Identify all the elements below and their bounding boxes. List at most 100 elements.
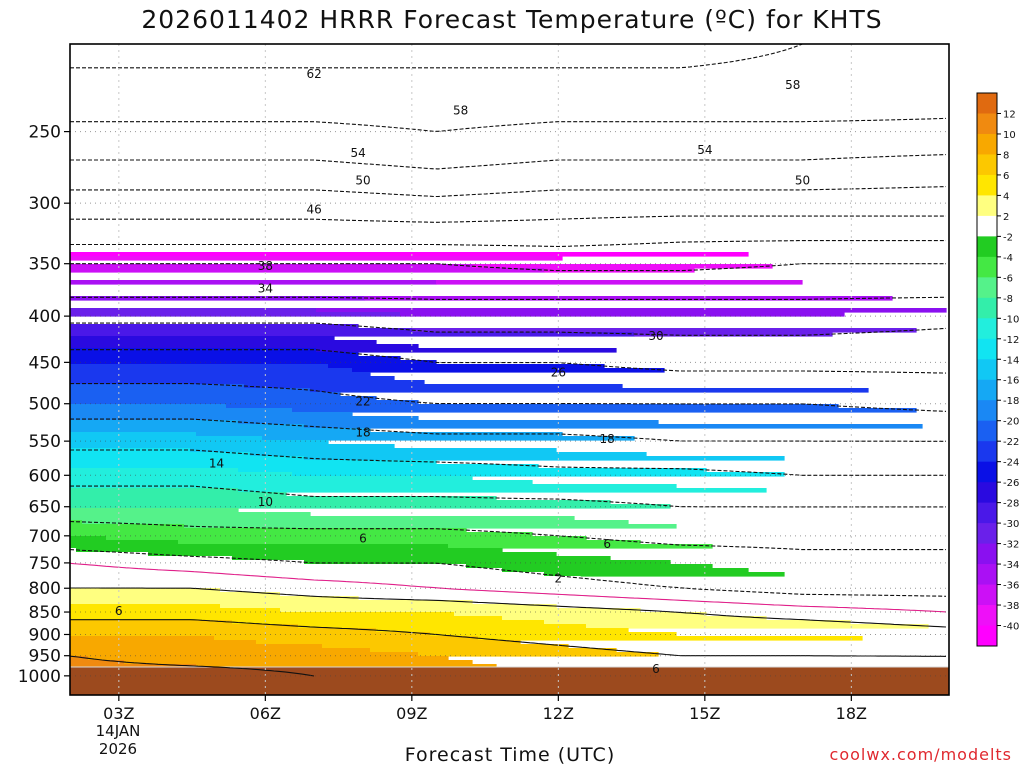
colorbar-tick-label: 4 xyxy=(1003,191,1009,202)
colorbar-tick-label: 6 xyxy=(1003,171,1009,182)
colorbar-swatch xyxy=(977,502,997,524)
colorbar-tick-label: -6 xyxy=(1003,273,1013,284)
colorbar-swatch xyxy=(977,379,997,401)
contour-label: 34 xyxy=(258,282,273,296)
x-axis-label: Forecast Time (UTC) xyxy=(404,744,616,766)
colorbar-swatch xyxy=(977,543,997,565)
colorbar-swatch xyxy=(977,174,997,196)
colorbar-tick-label: -22 xyxy=(1003,437,1019,448)
y-tick-label: 650 xyxy=(29,498,61,518)
colorbar-swatch xyxy=(977,359,997,381)
colorbar-swatch xyxy=(977,482,997,504)
colorbar-tick-label: -32 xyxy=(1003,540,1019,551)
colorbar-swatch xyxy=(977,236,997,258)
colorbar-swatch xyxy=(977,93,997,114)
colorbar-tick-label: -30 xyxy=(1003,519,1019,530)
colorbar-swatch xyxy=(977,195,997,217)
x-tick-label: 03Z xyxy=(103,704,134,723)
colorbar-tick-label: -2 xyxy=(1003,232,1013,243)
colorbar-tick-label: 8 xyxy=(1003,150,1009,161)
colorbar-swatch xyxy=(977,113,997,135)
colorbar-tick-label: -18 xyxy=(1003,396,1019,407)
y-tick-label: 400 xyxy=(29,307,61,327)
colorbar-swatch xyxy=(977,441,997,463)
date-day-label: 14JAN xyxy=(95,722,141,740)
colorbar-tick-label: -4 xyxy=(1003,253,1013,264)
y-tick-label: 250 xyxy=(29,123,61,143)
contour-label: 18 xyxy=(355,425,370,439)
y-tick-label: 300 xyxy=(29,194,61,214)
contour-label: 62 xyxy=(307,67,322,81)
x-tick-label: 09Z xyxy=(396,704,427,723)
colorbar-tick-label: 10 xyxy=(1003,130,1016,141)
grid-lines xyxy=(70,44,949,695)
contour-label: 54 xyxy=(350,146,365,160)
x-tick-label: 12Z xyxy=(543,704,574,723)
colorbar-tick-label: -24 xyxy=(1003,458,1019,469)
y-tick-label: 500 xyxy=(29,395,61,415)
contour-label: 50 xyxy=(355,173,370,187)
contour-label: 6 xyxy=(115,604,123,618)
y-tick-label: 850 xyxy=(29,603,61,623)
contour-label: 18 xyxy=(600,432,615,446)
colorbar-tick-label: -14 xyxy=(1003,355,1019,366)
contour-label: 6 xyxy=(603,537,611,551)
chart-title: 2026011402 HRRR Forecast Temperature (ºC… xyxy=(141,5,883,34)
contour-label: 6 xyxy=(652,662,660,676)
colorbar-swatch xyxy=(977,277,997,299)
colorbar-swatch xyxy=(977,584,997,606)
y-tick-label: 1000 xyxy=(18,667,61,687)
contour-label: 38 xyxy=(258,259,273,273)
y-axis: 2503003504004505005506006507007508008509… xyxy=(18,123,70,687)
colorbar-tick-label: -40 xyxy=(1003,622,1019,633)
y-tick-label: 350 xyxy=(29,255,61,275)
date-year-label: 2026 xyxy=(98,740,138,758)
contour-label: 58 xyxy=(785,78,800,92)
colorbar-tick-label: 12 xyxy=(1003,109,1016,120)
x-tick-label: 18Z xyxy=(836,704,867,723)
colorbar-swatch xyxy=(977,564,997,586)
colorbar-swatch xyxy=(977,154,997,176)
contour-label: 14 xyxy=(209,456,224,470)
colorbar-tick-label: -26 xyxy=(1003,478,1019,489)
colorbar-tick-label: -38 xyxy=(1003,601,1019,612)
plot-frame xyxy=(69,43,950,696)
contour-label: 30 xyxy=(648,329,663,343)
contour-label: 26 xyxy=(551,366,566,380)
colorbar-swatch xyxy=(977,256,997,278)
colorbar-tick-label: -28 xyxy=(1003,499,1019,510)
contour-label: 46 xyxy=(307,203,322,217)
colorbar-swatch xyxy=(977,400,997,422)
x-tick-label: 15Z xyxy=(689,704,720,723)
y-tick-label: 600 xyxy=(29,466,61,486)
colorbar-tick-label: -10 xyxy=(1003,314,1019,325)
colorbar: 12 10 8 6 4 2 -2 -4 -6 -8 -10 -12 -14 -16 -18 -20 -22 -24… xyxy=(976,92,1019,647)
contour-label: 58 xyxy=(453,104,468,118)
y-tick-label: 750 xyxy=(29,554,61,574)
colorbar-swatch xyxy=(977,133,997,155)
contour-label: 6 xyxy=(359,532,367,546)
colorbar-swatch xyxy=(977,338,997,360)
colorbar-tick-label: -20 xyxy=(1003,417,1019,428)
y-tick-label: 450 xyxy=(29,353,61,373)
contour-label: 2 xyxy=(555,571,563,585)
x-axis: 03Z 06Z 09Z 12Z 15Z 18Z xyxy=(103,695,867,723)
contour-label: 22 xyxy=(355,394,370,408)
y-tick-label: 700 xyxy=(29,527,61,547)
colorbar-tick-label: -12 xyxy=(1003,335,1019,346)
credit-link[interactable]: coolwx.com/modelts xyxy=(829,745,1012,764)
colorbar-tick-label: -36 xyxy=(1003,581,1019,592)
colorbar-swatch xyxy=(977,625,997,647)
y-tick-label: 950 xyxy=(29,647,61,667)
colorbar-swatch xyxy=(977,605,997,627)
y-tick-label: 800 xyxy=(29,579,61,599)
contour-label: 54 xyxy=(697,143,712,157)
colorbar-swatch xyxy=(977,420,997,442)
ground-layer xyxy=(70,666,949,695)
colorbar-tick-label: -16 xyxy=(1003,376,1019,387)
y-tick-label: 900 xyxy=(29,625,61,645)
contour-label: 50 xyxy=(795,173,810,187)
colorbar-tick-label: 2 xyxy=(1003,212,1009,223)
